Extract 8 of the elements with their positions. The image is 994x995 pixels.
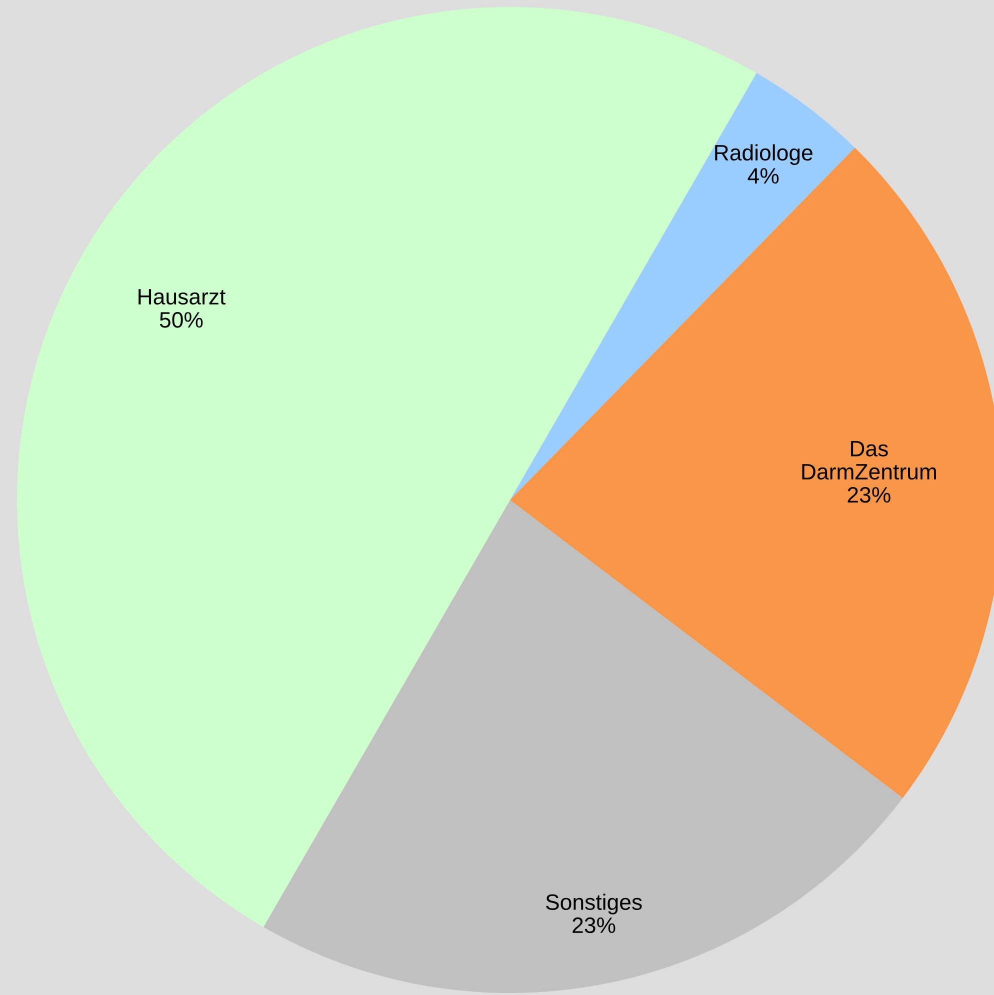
- slice-label: Sonstiges: [546, 894, 642, 914]
- slice-label: Hausarzt: [138, 289, 226, 305]
- data-label: 50%: [160, 312, 203, 328]
- data-label: 23%: [848, 487, 890, 503]
- slice-label: Das DarmZentrum: [802, 440, 936, 480]
- slice-label: Radiologe: [715, 144, 812, 166]
- data-label: 23%: [572, 917, 616, 934]
- data-label: 4%: [748, 168, 779, 184]
